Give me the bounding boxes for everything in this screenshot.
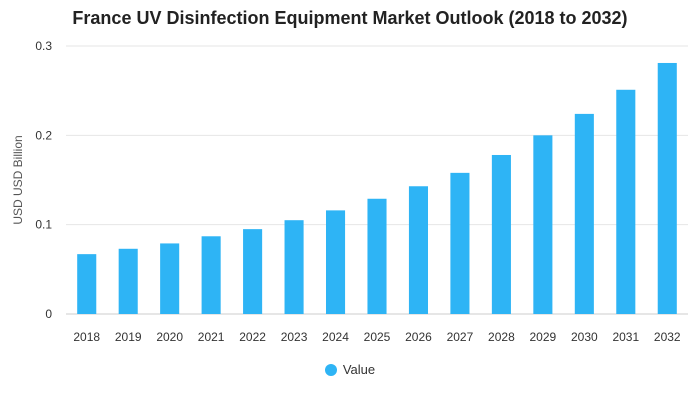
- bar-2018: [77, 254, 97, 314]
- chart-title: France UV Disinfection Equipment Market …: [72, 8, 628, 28]
- y-tick-label: 0.1: [35, 218, 52, 232]
- x-tick-label: 2025: [364, 330, 391, 344]
- x-tick-label: 2026: [405, 330, 432, 344]
- bar-2020: [160, 243, 180, 314]
- x-tick-label: 2018: [73, 330, 100, 344]
- bar-2021: [201, 236, 221, 314]
- bar-2028: [491, 154, 511, 314]
- y-tick-label: 0.2: [35, 128, 52, 142]
- y-axis-label: USD USD Billion: [11, 135, 25, 224]
- bar-2023: [284, 220, 304, 314]
- x-axis-ticks: 2018 2019 2020 2021 2022 2023 2024 2025 2026 2027…: [73, 330, 681, 344]
- x-tick-label: 2032: [654, 330, 681, 344]
- x-tick-label: 2019: [115, 330, 142, 344]
- bar-2031: [616, 89, 636, 314]
- bar-2022: [243, 229, 263, 314]
- bars: [77, 62, 677, 315]
- x-tick-label: 2024: [322, 330, 349, 344]
- x-tick-label: 2027: [447, 330, 474, 344]
- bar-2027: [450, 172, 470, 314]
- x-tick-label: 2021: [198, 330, 225, 344]
- legend-marker: [324, 363, 337, 376]
- bar-2029: [533, 135, 553, 314]
- y-tick-label: 0: [45, 307, 52, 321]
- bar-2026: [408, 186, 429, 314]
- x-tick-label: 2031: [612, 330, 639, 344]
- bar-2024: [325, 210, 346, 314]
- bar-2019: [118, 248, 138, 314]
- x-tick-label: 2029: [530, 330, 557, 344]
- x-tick-label: 2028: [488, 330, 515, 344]
- y-axis-ticks: 0 0.1 0.2 0.3: [35, 39, 52, 321]
- y-tick-label: 0.3: [35, 39, 52, 53]
- legend-label: Value: [342, 362, 376, 377]
- x-tick-label: 2022: [239, 330, 266, 344]
- x-tick-label: 2020: [156, 330, 183, 344]
- bar-2030: [574, 113, 594, 314]
- x-tick-label: 2023: [281, 330, 308, 344]
- x-tick-label: 2030: [571, 330, 598, 344]
- bar-2025: [367, 198, 387, 314]
- legend: Value: [0, 362, 700, 377]
- bar-2032: [657, 62, 677, 315]
